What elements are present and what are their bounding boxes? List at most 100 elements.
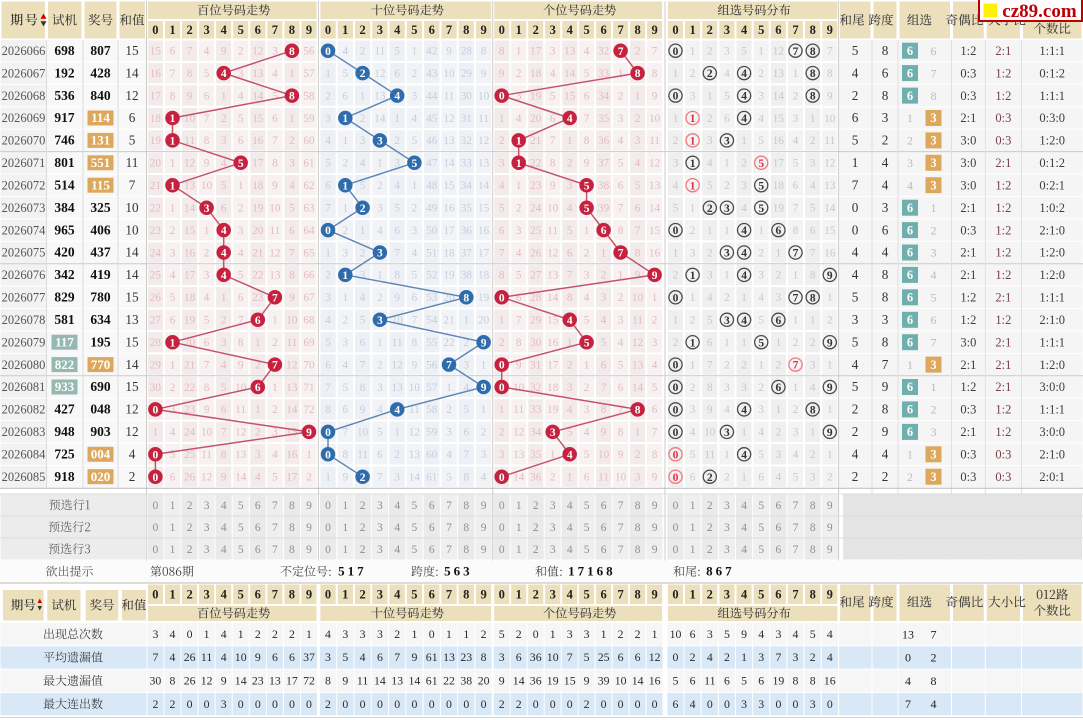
svg-text:5: 5 <box>601 337 607 349</box>
svg-text:0: 0 <box>618 697 624 711</box>
svg-text:7: 7 <box>516 315 522 327</box>
svg-text:0: 0 <box>499 91 505 103</box>
svg-text:4: 4 <box>690 427 696 439</box>
svg-text:5: 5 <box>793 158 799 170</box>
svg-text:3: 3 <box>852 312 859 327</box>
svg-text:5: 5 <box>360 180 366 192</box>
svg-text:2:1:0: 2:1:0 <box>1039 313 1065 327</box>
svg-text:7: 7 <box>905 697 911 711</box>
svg-text:2: 2 <box>533 588 539 602</box>
svg-text:1: 1 <box>584 225 590 237</box>
svg-text:9: 9 <box>652 544 658 556</box>
svg-text:6: 6 <box>907 380 913 394</box>
svg-text:384: 384 <box>54 200 75 215</box>
svg-text:8: 8 <box>464 472 470 484</box>
svg-text:1: 1 <box>499 404 505 416</box>
svg-text:13: 13 <box>184 180 196 192</box>
svg-text:3: 3 <box>377 202 383 214</box>
svg-text:30: 30 <box>461 90 473 102</box>
svg-text:19: 19 <box>443 270 455 282</box>
svg-text:8: 8 <box>810 46 816 58</box>
svg-text:2: 2 <box>618 90 624 102</box>
svg-text:8: 8 <box>635 68 641 80</box>
svg-text:22: 22 <box>184 382 195 394</box>
svg-text:9: 9 <box>411 650 417 664</box>
svg-text:2: 2 <box>724 472 730 484</box>
svg-text:4: 4 <box>394 405 400 417</box>
svg-text:1: 1 <box>377 337 383 349</box>
svg-text:3: 3 <box>325 113 331 125</box>
svg-text:3: 3 <box>690 404 696 416</box>
svg-text:7: 7 <box>617 588 623 602</box>
svg-text:5: 5 <box>652 382 658 394</box>
svg-text:1: 1 <box>289 68 295 80</box>
svg-text:1: 1 <box>690 158 696 170</box>
svg-text:4: 4 <box>827 627 833 641</box>
svg-text:8: 8 <box>652 449 658 461</box>
svg-text:2: 2 <box>360 68 366 80</box>
svg-text:2: 2 <box>516 68 522 80</box>
svg-text:5: 5 <box>618 359 624 371</box>
svg-text:16: 16 <box>773 135 785 147</box>
svg-text:195: 195 <box>90 334 111 349</box>
svg-text:7: 7 <box>810 247 816 259</box>
svg-text:5: 5 <box>170 292 176 304</box>
svg-text:5: 5 <box>758 522 764 534</box>
svg-text:3: 3 <box>758 697 764 711</box>
svg-text:2: 2 <box>931 651 937 665</box>
svg-text:16: 16 <box>150 68 162 80</box>
svg-text:2: 2 <box>170 382 176 394</box>
svg-text:2:1: 2:1 <box>995 335 1011 349</box>
svg-text:2: 2 <box>635 627 641 641</box>
svg-text:4: 4 <box>882 245 889 260</box>
svg-text:8: 8 <box>810 91 816 103</box>
svg-text:5: 5 <box>584 315 590 327</box>
svg-text:3: 3 <box>724 500 730 512</box>
svg-text:4: 4 <box>793 135 799 147</box>
svg-text:1:2: 1:2 <box>995 201 1011 215</box>
svg-text:3: 3 <box>360 627 366 641</box>
svg-text:3: 3 <box>377 500 383 512</box>
svg-text:5: 5 <box>852 133 859 148</box>
svg-text:9: 9 <box>446 46 452 58</box>
svg-text:62: 62 <box>303 180 314 192</box>
svg-text:5: 5 <box>852 290 859 305</box>
svg-text:5: 5 <box>238 158 244 170</box>
svg-text:4: 4 <box>567 522 573 534</box>
svg-text:4: 4 <box>221 248 227 260</box>
svg-text:8: 8 <box>618 225 624 237</box>
svg-text:15: 15 <box>564 674 576 688</box>
svg-text:1: 1 <box>690 113 696 125</box>
svg-text:49: 49 <box>426 202 438 214</box>
svg-text:829: 829 <box>54 290 75 305</box>
svg-text:1: 1 <box>827 404 833 416</box>
svg-text:6: 6 <box>255 382 261 394</box>
svg-text:690: 690 <box>90 379 111 394</box>
svg-text:6: 6 <box>635 202 641 214</box>
svg-text:37: 37 <box>461 247 473 259</box>
svg-text:6: 6 <box>255 500 261 512</box>
svg-text:8: 8 <box>550 158 556 170</box>
svg-text:5: 5 <box>446 472 452 484</box>
svg-text:2: 2 <box>584 697 590 711</box>
svg-text:5: 5 <box>394 202 400 214</box>
svg-text:35: 35 <box>530 449 542 461</box>
svg-text:7: 7 <box>882 357 889 372</box>
svg-text:4: 4 <box>170 627 176 641</box>
svg-text:3: 3 <box>203 23 209 37</box>
svg-text:9: 9 <box>481 522 487 534</box>
svg-text:5: 5 <box>221 180 227 192</box>
svg-text:11: 11 <box>235 404 246 416</box>
svg-text:14: 14 <box>235 674 247 688</box>
svg-text:1: 1 <box>652 292 658 304</box>
svg-text:4: 4 <box>931 697 937 711</box>
svg-text:6: 6 <box>635 650 641 664</box>
svg-text:3: 3 <box>204 203 210 215</box>
svg-text:9: 9 <box>635 270 641 282</box>
svg-text:5: 5 <box>325 337 331 349</box>
svg-text:18: 18 <box>530 68 542 80</box>
svg-text:9: 9 <box>618 449 624 461</box>
svg-text:1:2: 1:2 <box>995 246 1011 260</box>
svg-text:47: 47 <box>426 158 438 170</box>
svg-text:16: 16 <box>443 202 455 214</box>
